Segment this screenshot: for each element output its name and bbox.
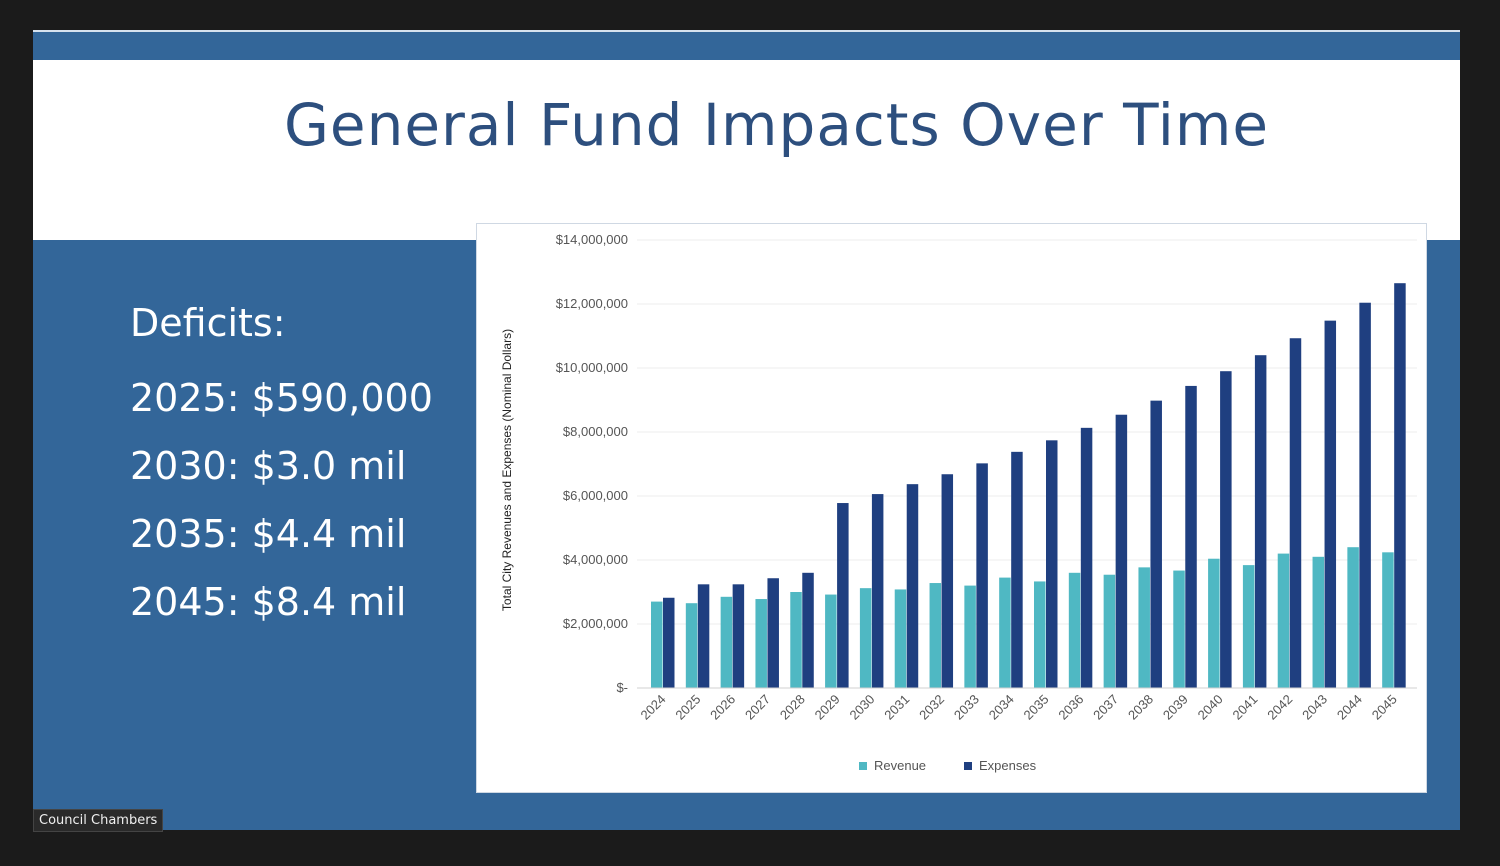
x-tick-label: 2025 [672,692,703,723]
revenue-bar [999,577,1011,688]
revenue-bar [1138,567,1150,688]
expenses-bar [1080,427,1093,688]
x-tick-label: 2031 [881,692,912,723]
revenue-bar [1173,570,1185,688]
revenue-bar [720,596,733,688]
expenses-bar [1011,451,1023,688]
x-tick-label: 2034 [986,692,1017,723]
revenue-bar [1277,553,1290,688]
y-tick-label: $10,000,000 [556,360,628,375]
expenses-bar [1150,400,1162,688]
x-tick-label: 2038 [1125,692,1156,723]
expenses-bar [802,572,814,688]
legend-label: Revenue [874,758,926,773]
y-tick-label: $12,000,000 [556,296,628,311]
revenue-bar [1103,574,1116,688]
y-axis-title: Total City Revenues and Expenses (Nomina… [500,329,514,611]
x-tick-label: 2033 [951,692,982,723]
y-tick-label: $2,000,000 [563,616,628,631]
revenue-bar [1242,565,1255,688]
revenue-bar [1068,572,1081,688]
revenue-bar [1034,581,1046,688]
y-tick-label: $6,000,000 [563,488,628,503]
x-tick-label: 2029 [812,692,843,723]
revenue-bar [859,588,872,688]
x-tick-label: 2044 [1334,692,1365,723]
revenue-bar [790,592,802,688]
expenses-bar [1046,440,1058,688]
revenue-bar [755,599,767,688]
x-tick-label: 2037 [1090,692,1121,723]
deficits-heading: Deficits: [130,301,286,345]
expenses-bar [1254,355,1267,688]
legend-swatch [964,762,972,770]
revenue-bar [685,603,698,688]
expenses-bar [976,463,988,688]
expenses-bar [871,494,884,688]
x-tick-label: 2035 [1021,692,1052,723]
y-tick-label: $- [616,680,628,695]
y-tick-label: $14,000,000 [556,232,628,247]
chart-panel: $- $2,000,000 $4,000,000 $6,000,000 $8,000,0… [476,223,1427,793]
expenses-bar [837,503,849,688]
revenue-expenses-chart: $- $2,000,000 $4,000,000 $6,000,000 $8,000,0… [500,232,1417,773]
x-tick-label: 2042 [1264,692,1295,723]
slide-title: General Fund Impacts Over Time [283,91,1270,159]
legend-swatch [859,762,867,770]
revenue-bar [894,589,907,688]
x-tick-label: 2032 [916,692,947,723]
deficit-line: 2045: $8.4 mil [130,580,407,624]
legend-label: Expenses [979,758,1037,773]
expenses-bar [1220,371,1232,688]
x-tick-label: 2026 [707,692,738,723]
x-tick-label: 2040 [1195,692,1226,723]
expenses-bar [732,584,745,688]
expenses-bar [1289,338,1302,688]
deficit-line: 2030: $3.0 mil [130,444,407,488]
expenses-bar [663,597,675,688]
expenses-bar [1185,385,1197,688]
revenue-bar [929,583,942,688]
deficit-line: 2035: $4.4 mil [130,512,407,556]
x-tick-label: 2027 [742,692,773,723]
x-tick-label: 2043 [1299,692,1330,723]
expenses-bar [1359,302,1371,688]
expenses-bar [697,584,710,688]
expenses-bar [1324,320,1337,688]
x-tick-label: 2039 [1160,692,1191,723]
revenue-bar [964,585,976,688]
expenses-bar [1115,414,1128,688]
slide-top-bar [33,30,1460,60]
revenue-bar [825,594,837,688]
revenue-bar [1208,558,1220,688]
expenses-bar [1394,283,1406,688]
y-tick-label: $8,000,000 [563,424,628,439]
expenses-bar [906,484,919,688]
revenue-bar [1312,556,1325,688]
x-tick-label: 2024 [638,692,669,723]
deficits-list: Deficits: 2025: $590,000 2030: $3.0 mil … [130,298,433,636]
expenses-bar [767,578,779,688]
revenue-bar [651,601,663,688]
x-tick-label: 2045 [1369,692,1400,723]
x-tick-label: 2036 [1055,692,1086,723]
revenue-bar [1382,552,1394,688]
title-band [33,60,1460,240]
x-tick-label: 2028 [777,692,808,723]
deficit-line: 2025: $590,000 [130,376,433,420]
x-tick-label: 2030 [846,692,877,723]
x-tick-label: 2041 [1229,692,1260,723]
revenue-bar [1347,547,1359,688]
expenses-bar [941,474,954,688]
presentation-slide: General Fund Impacts Over Time Deficits:… [33,30,1460,830]
y-tick-label: $4,000,000 [563,552,628,567]
room-caption: Council Chambers [33,809,164,832]
